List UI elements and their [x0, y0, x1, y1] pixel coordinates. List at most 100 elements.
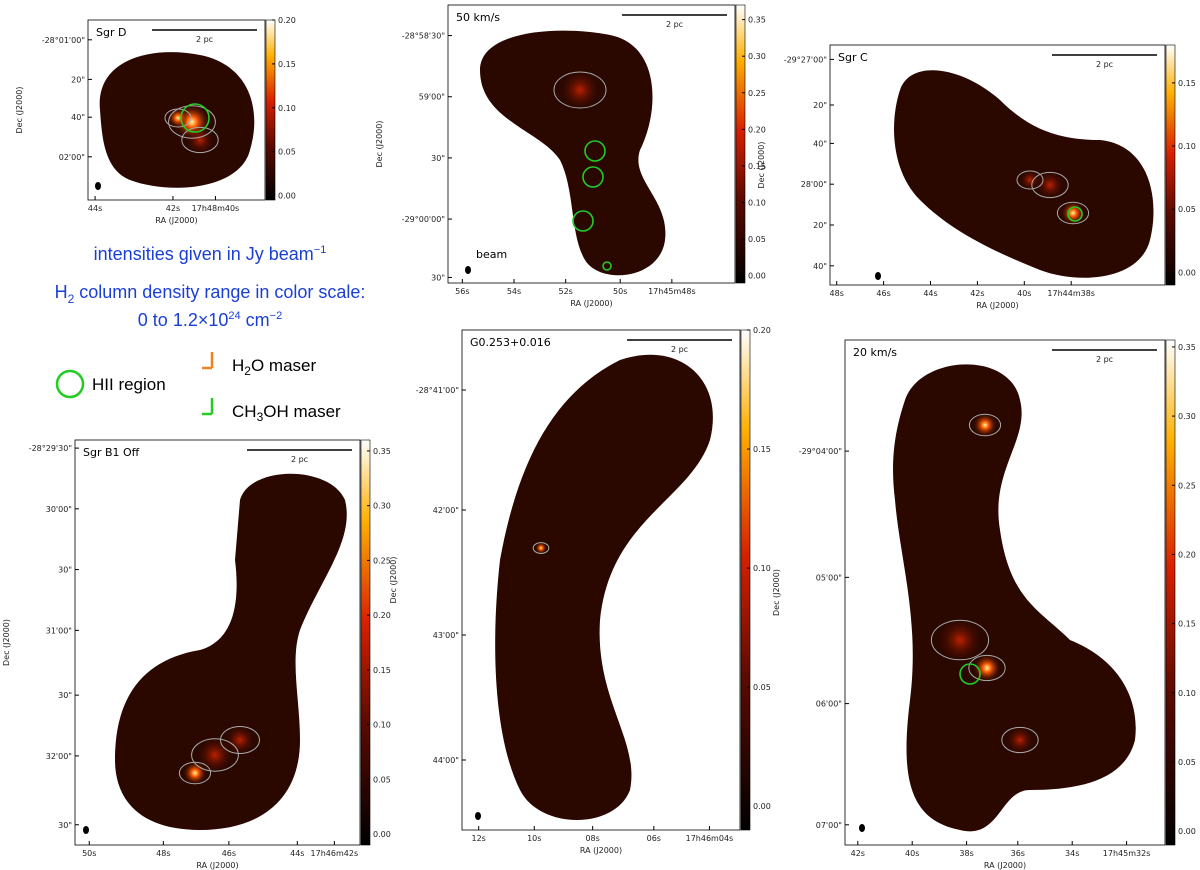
colorbar-tick-label: 0.35 [748, 16, 766, 25]
colorbar-tick-label: 0.25 [748, 89, 766, 98]
x-tick-label: 56s [455, 287, 469, 296]
beam [95, 182, 101, 190]
emission-peak [1006, 726, 1034, 754]
colorbar-tick-label: 0.05 [748, 235, 766, 244]
legend-label: H2O maser [232, 356, 316, 378]
colorbar-tick-label: 0.25 [373, 556, 391, 565]
beam [465, 266, 471, 274]
emission-peak [535, 542, 547, 554]
y-tick-label: 30" [58, 821, 72, 830]
colorbar [740, 329, 751, 831]
colorbar-tick-label: 0.10 [1178, 142, 1196, 151]
x-tick-label: 42s [851, 849, 865, 858]
contour [1001, 726, 1039, 754]
x-tick-label: 42s [166, 204, 180, 213]
y-tick-label: 59'00" [419, 93, 445, 102]
x-axis-label: RA (J2000) [570, 299, 612, 308]
y-tick-label: 07'00" [816, 821, 842, 830]
colorbar [735, 4, 746, 284]
hii-region [602, 261, 612, 271]
y-tick-label: 40" [813, 262, 827, 271]
colorbar-tick-label: 0.20 [748, 125, 766, 134]
scale-bar-label: 2 pc [666, 20, 683, 29]
y-tick-label: -28°58'30" [402, 32, 445, 41]
emission-peak [560, 70, 600, 110]
y-tick-label: 30" [431, 273, 445, 282]
colorbar-tick-label: 0.35 [373, 447, 391, 456]
x-tick-label: 17h45m48s [648, 287, 696, 296]
y-tick-label: -28°41'00" [416, 386, 459, 395]
hii-icon [55, 369, 85, 399]
colorbar-tick-label: 0.20 [278, 16, 296, 25]
emission-map [115, 473, 347, 830]
colorbar-tick-label: 0.30 [748, 52, 766, 61]
ch3oh-icon [202, 398, 214, 416]
x-tick-label: 34s [1065, 849, 1079, 858]
x-tick-label: 08s [585, 834, 599, 843]
note-sup: −1 [314, 244, 327, 256]
x-tick-label: 40s [905, 849, 919, 858]
x-tick-label: 48s [156, 849, 170, 858]
legend-sub: 2 [244, 364, 251, 378]
x-tick-label: 52s [558, 287, 572, 296]
contour [168, 105, 216, 139]
x-tick-label: 46s [222, 849, 236, 858]
y-tick-label: -28°01'00" [42, 36, 85, 45]
y-tick-label: -29°04'00" [799, 447, 842, 456]
x-axis-label: RA (J2000) [984, 861, 1026, 870]
contour [178, 761, 212, 785]
beam [875, 272, 881, 280]
colorbar-tick-label: 0.10 [753, 564, 771, 573]
contour [1056, 201, 1090, 225]
scale-bar-label: 2 pc [196, 35, 213, 44]
colorbar-tick-label: 0.30 [1178, 412, 1196, 421]
x-tick-label: 48s [830, 289, 844, 298]
y-tick-label: 40" [813, 139, 827, 148]
colorbar-tick-label: 0.35 [1178, 343, 1196, 352]
colorbar-tick-label: 0.05 [1178, 205, 1196, 214]
colorbar-tick-label: 0.15 [1178, 79, 1196, 88]
x-tick-label: 17h46m04s [686, 834, 734, 843]
contour [191, 738, 239, 772]
colorbar-tick-label: 0.10 [373, 721, 391, 730]
panel-title: G0.253+0.016 [470, 336, 551, 349]
emission-map [893, 364, 1136, 832]
emission-peak [225, 725, 255, 755]
y-tick-label: 20" [71, 75, 85, 84]
scale-bar-label: 2 pc [671, 345, 688, 354]
contour [164, 108, 192, 128]
y-tick-label: 20" [813, 221, 827, 230]
colorbar-tick-label: 0.10 [748, 199, 766, 208]
y-tick-label: -29°00'00" [402, 215, 445, 224]
y-tick-label: 32'00" [46, 752, 72, 761]
hii-region [584, 140, 606, 162]
scale-bar-label: 2 pc [1096, 355, 1113, 364]
y-tick-label: -29°27'00" [784, 55, 827, 64]
emission-peak [197, 737, 233, 773]
x-axis-label: RA (J2000) [976, 301, 1018, 310]
x-axis-label: RA (J2000) [580, 846, 622, 855]
y-tick-label: 30'00" [46, 505, 72, 514]
emission-peak [168, 108, 188, 128]
scale-bar-label: 2 pc [1096, 60, 1113, 69]
panel-title: Sgr C [838, 51, 868, 64]
y-axis-label: Dec (J2000) [389, 557, 398, 604]
y-tick-label: 02'00" [59, 153, 85, 162]
hii-region [180, 103, 210, 133]
colorbar [360, 439, 371, 846]
emission-peak [1020, 170, 1040, 190]
emission-map [495, 354, 713, 820]
emission-map [480, 30, 666, 276]
note-sup: −2 [270, 310, 283, 322]
y-axis-label: Dec (J2000) [757, 142, 766, 189]
y-tick-label: 43'00" [433, 631, 459, 640]
hii-region [1067, 206, 1083, 222]
legend-label: HII region [92, 375, 166, 394]
y-axis-label: Dec (J2000) [15, 87, 24, 134]
colorbar-tick-label: 0.10 [1178, 689, 1196, 698]
note-line: 0 to 1.2×1024 cm−2 [138, 310, 282, 330]
colorbar-tick-label: 0.25 [1178, 481, 1196, 490]
legend-text: OH maser [263, 402, 341, 421]
panel-title: Sgr D [96, 26, 126, 39]
